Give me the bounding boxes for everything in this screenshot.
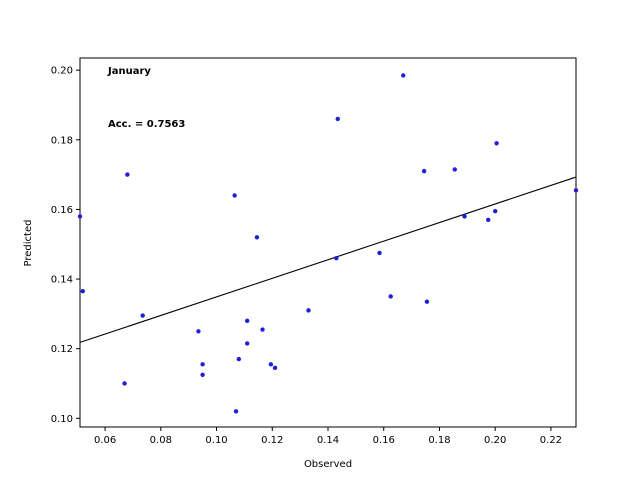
data-point	[421, 168, 427, 174]
data-point	[335, 116, 340, 122]
x-tick-label: 0.06	[94, 435, 116, 446]
data-points	[77, 73, 579, 414]
data-point	[200, 362, 205, 367]
data-point	[424, 299, 430, 304]
y-tick-label: 0.20	[51, 66, 73, 77]
regression-line-group	[79, 176, 577, 343]
data-point	[77, 214, 83, 219]
plot-area	[77, 57, 579, 428]
data-point	[452, 167, 457, 172]
x-tick-label: 0.10	[205, 435, 227, 446]
x-axis-label: Observed	[304, 459, 352, 470]
x-tick-label: 0.20	[484, 435, 506, 446]
data-point	[573, 188, 579, 193]
data-point	[140, 313, 145, 318]
y-tick-label: 0.12	[51, 344, 73, 355]
data-point	[388, 294, 393, 299]
data-point	[377, 250, 382, 256]
x-tick-label: 0.14	[317, 435, 339, 446]
data-point	[236, 356, 242, 362]
data-point	[122, 381, 127, 386]
regression-line	[79, 176, 577, 343]
x-tick-label: 0.16	[373, 435, 395, 446]
x-tick-label: 0.12	[261, 435, 283, 446]
plot-frame	[79, 57, 577, 428]
month-annotation: January	[107, 66, 151, 77]
data-point	[233, 409, 239, 414]
x-axis-ticks: 0.06 0.08 0.10 0.12 0.14 0.16 0.18 0.20 0.22	[94, 427, 562, 446]
data-point	[486, 217, 491, 223]
y-tick-label: 0.16	[51, 205, 73, 216]
data-point	[494, 141, 499, 146]
data-point	[492, 208, 498, 214]
data-point	[268, 362, 274, 367]
data-point	[244, 318, 250, 324]
data-point	[80, 289, 85, 294]
x-tick-label: 0.08	[150, 435, 172, 446]
accuracy-annotation: Acc. = 0.7563	[108, 119, 185, 130]
data-point	[401, 73, 406, 78]
data-point	[254, 235, 260, 240]
data-point	[260, 327, 265, 332]
data-point	[272, 365, 278, 371]
data-point	[306, 308, 311, 313]
y-axis-label: Predicted	[23, 220, 34, 267]
x-tick-label: 0.18	[428, 435, 450, 446]
x-tick-label: 0.22	[540, 435, 562, 446]
data-point	[196, 329, 201, 334]
data-point	[244, 341, 250, 346]
y-tick-label: 0.14	[51, 275, 73, 286]
data-point	[462, 214, 467, 219]
data-point	[334, 255, 339, 261]
data-point	[125, 172, 130, 177]
data-point	[200, 372, 205, 377]
y-tick-label: 0.10	[51, 414, 73, 425]
y-axis-ticks: 0.10 0.12 0.14 0.16 0.18 0.20	[51, 66, 80, 425]
y-tick-label: 0.18	[51, 135, 73, 146]
data-point	[232, 193, 237, 198]
